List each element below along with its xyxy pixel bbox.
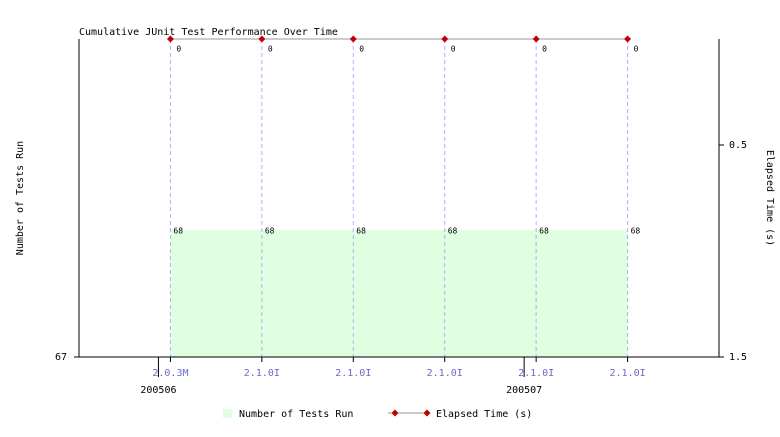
x-tick-label: 2.1.0I: [244, 368, 280, 379]
x-tick-label: 2.1.0I: [427, 368, 463, 379]
value-label: 0: [634, 45, 639, 54]
legend-swatch: [223, 409, 232, 418]
value-label: 68: [356, 226, 366, 235]
value-label: 68: [631, 226, 641, 235]
y-axis-label: Number of Tests Run: [15, 141, 26, 255]
value-label: 68: [265, 226, 275, 235]
value-label: 0: [451, 45, 456, 54]
value-label: 0: [176, 45, 181, 54]
y2-axis-label: Elapsed Time (s): [764, 150, 775, 246]
y-tick-label: 67: [55, 352, 67, 363]
period-label: 200507: [506, 385, 542, 396]
legend-label: Number of Tests Run: [239, 409, 353, 420]
chart-title: Cumulative JUnit Test Performance Over T…: [79, 27, 338, 38]
marker: [441, 35, 449, 43]
x-tick-label: 2.1.0I: [610, 368, 646, 379]
area: [170, 229, 628, 357]
value-label: 0: [542, 45, 547, 54]
x-tick-label: 2.0.3M: [152, 368, 188, 379]
value-label: 68: [448, 226, 458, 235]
legend-marker: [423, 409, 431, 417]
value-label: 68: [173, 226, 183, 235]
legend-marker: [391, 409, 399, 417]
marker: [349, 35, 357, 43]
y2-tick-label: 0.5: [729, 140, 747, 151]
value-label: 68: [539, 226, 549, 235]
marker: [532, 35, 540, 43]
marker: [624, 35, 632, 43]
value-label: 0: [359, 45, 364, 54]
y2-tick-label: 1.5: [729, 352, 747, 363]
marker: [258, 35, 266, 43]
period-label: 200506: [140, 385, 176, 396]
x-tick-label: 2.1.0I: [518, 368, 554, 379]
legend-label: Elapsed Time (s): [436, 409, 532, 420]
value-label: 0: [268, 45, 273, 54]
marker: [166, 35, 174, 43]
x-tick-label: 2.1.0I: [335, 368, 371, 379]
